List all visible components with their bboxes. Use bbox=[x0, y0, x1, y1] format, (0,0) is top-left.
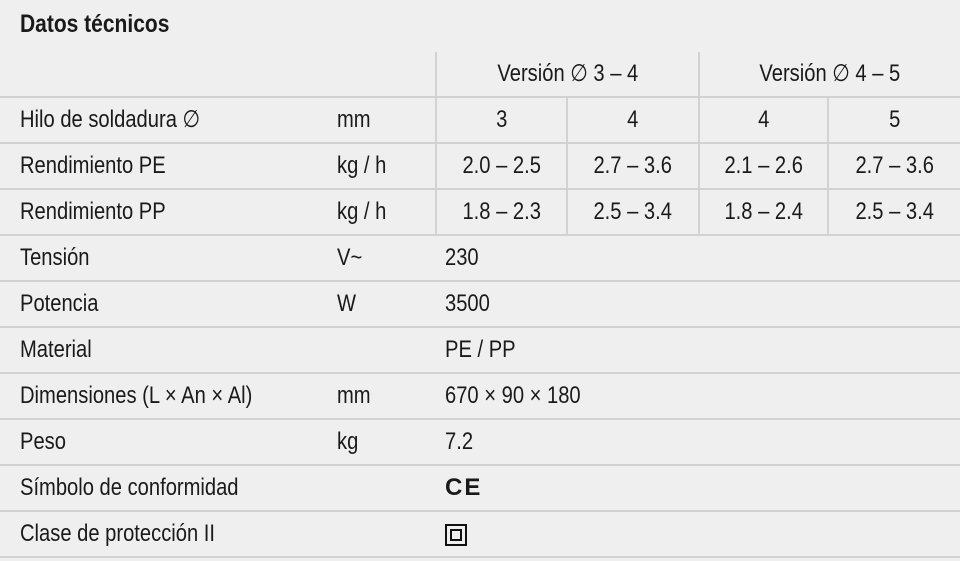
row-label-text: Hilo de soldadura ∅ bbox=[20, 106, 201, 133]
version-3-4-header-text: Versión ∅ 3 – 4 bbox=[497, 60, 638, 87]
row-value: 3 bbox=[435, 98, 566, 142]
table-row: Rendimiento PP kg / h 1.8 – 2.3 2.5 – 3.4 1.… bbox=[0, 190, 960, 236]
row-unit bbox=[337, 512, 435, 556]
row-value-text: 4 bbox=[757, 106, 770, 133]
row-unit bbox=[337, 466, 435, 510]
row-value: 2.7 – 3.6 bbox=[566, 144, 698, 188]
row-label-text: Material bbox=[20, 336, 92, 363]
row-value bbox=[435, 512, 960, 556]
row-unit-text: kg / h bbox=[337, 152, 387, 179]
row-label: Peso bbox=[20, 420, 340, 464]
row-value-text: PE / PP bbox=[445, 336, 516, 363]
row-label: Material bbox=[20, 328, 340, 372]
row-label: Rendimiento PE bbox=[20, 144, 340, 188]
row-value-text: 2.5 – 3.4 bbox=[593, 198, 673, 225]
row-label-text: Clase de protección II bbox=[20, 520, 215, 547]
row-label-text: Rendimiento PP bbox=[20, 198, 166, 225]
table-row: Material PE / PP bbox=[0, 328, 960, 374]
version-3-4-header: Versión ∅ 3 – 4 bbox=[435, 52, 698, 96]
row-value-text: 2.0 – 2.5 bbox=[462, 152, 541, 179]
table-row: Tensión V~ 230 bbox=[0, 236, 960, 282]
table-row: Símbolo de conformidad CE bbox=[0, 466, 960, 512]
row-value-text: 2.1 – 2.6 bbox=[724, 152, 803, 179]
row-value: 2.7 – 3.6 bbox=[827, 144, 960, 188]
row-label: Rendimiento PP bbox=[20, 190, 340, 234]
row-value-text: 2.7 – 3.6 bbox=[593, 152, 673, 179]
table-row: Clase de protección II bbox=[0, 512, 960, 558]
row-value: PE / PP bbox=[435, 328, 960, 372]
row-label: Tensión bbox=[20, 236, 340, 280]
page-title: Datos técnicos bbox=[20, 10, 198, 39]
row-unit: kg / h bbox=[337, 144, 435, 188]
row-label-text: Rendimiento PE bbox=[20, 152, 166, 179]
row-unit: mm bbox=[337, 374, 435, 418]
row-value-text: 670 × 90 × 180 bbox=[445, 382, 581, 409]
row-label: Potencia bbox=[20, 282, 340, 326]
row-value: 1.8 – 2.3 bbox=[435, 190, 566, 234]
row-label-text: Dimensiones (L × An × Al) bbox=[20, 382, 253, 409]
table-row: Hilo de soldadura ∅ mm 3 4 4 5 bbox=[0, 98, 960, 144]
ce-mark-icon: CE bbox=[445, 474, 483, 501]
row-value-text: 3 bbox=[495, 106, 508, 133]
row-label-text: Tensión bbox=[20, 244, 90, 271]
row-value: 2.5 – 3.4 bbox=[827, 190, 960, 234]
row-label: Dimensiones (L × An × Al) bbox=[20, 374, 340, 418]
row-value-text: 230 bbox=[445, 244, 479, 271]
row-value: 2.0 – 2.5 bbox=[435, 144, 566, 188]
row-value-text: 2.5 – 3.4 bbox=[855, 198, 934, 225]
table-row: Peso kg 7.2 bbox=[0, 420, 960, 466]
row-unit-text: mm bbox=[337, 382, 371, 409]
row-value: 2.5 – 3.4 bbox=[566, 190, 698, 234]
row-value: 3500 bbox=[435, 282, 960, 326]
row-unit: mm bbox=[337, 98, 435, 142]
row-value-text: 3500 bbox=[445, 290, 490, 317]
version-4-5-header: Versión ∅ 4 – 5 bbox=[698, 52, 960, 96]
row-value-text: 4 bbox=[627, 106, 639, 133]
row-unit: kg bbox=[337, 420, 435, 464]
row-unit: V~ bbox=[337, 236, 435, 280]
row-value: 230 bbox=[435, 236, 960, 280]
table-row: Rendimiento PE kg / h 2.0 – 2.5 2.7 – 3.6 2.… bbox=[0, 144, 960, 190]
header-row: Versión ∅ 3 – 4 Versión ∅ 4 – 5 bbox=[0, 52, 960, 98]
row-label-text: Símbolo de conformidad bbox=[20, 474, 239, 501]
version-4-5-header-text: Versión ∅ 4 – 5 bbox=[759, 60, 901, 87]
row-unit-text: W bbox=[337, 290, 357, 317]
row-value-text: 5 bbox=[888, 106, 901, 133]
row-value: CE bbox=[435, 466, 960, 510]
row-value-text: 7.2 bbox=[445, 428, 474, 455]
row-unit: kg / h bbox=[337, 190, 435, 234]
row-unit-text: mm bbox=[337, 106, 371, 133]
row-label-text: Peso bbox=[20, 428, 66, 455]
row-value-text: 1.8 – 2.4 bbox=[724, 198, 803, 225]
row-value: 1.8 – 2.4 bbox=[698, 190, 827, 234]
row-value: 2.1 – 2.6 bbox=[698, 144, 827, 188]
row-label-text: Potencia bbox=[20, 290, 99, 317]
row-value-text: 1.8 – 2.3 bbox=[462, 198, 541, 225]
row-label: Clase de protección II bbox=[20, 512, 340, 556]
page-title-text: Datos técnicos bbox=[20, 10, 170, 38]
row-unit: W bbox=[337, 282, 435, 326]
row-value-text: 2.7 – 3.6 bbox=[855, 152, 934, 179]
row-unit bbox=[337, 328, 435, 372]
row-value: 4 bbox=[566, 98, 698, 142]
row-value: 670 × 90 × 180 bbox=[435, 374, 960, 418]
row-label: Símbolo de conformidad bbox=[20, 466, 340, 510]
row-unit-text: V~ bbox=[337, 244, 363, 271]
table-row: Dimensiones (L × An × Al) mm 670 × 90 × 18… bbox=[0, 374, 960, 420]
row-value: 5 bbox=[827, 98, 960, 142]
row-label: Hilo de soldadura ∅ bbox=[20, 98, 340, 142]
row-value: 7.2 bbox=[435, 420, 960, 464]
row-unit-text: kg bbox=[337, 428, 359, 455]
protection-class-ii-icon bbox=[445, 523, 467, 546]
table-row: Potencia W 3500 bbox=[0, 282, 960, 328]
row-value: 4 bbox=[698, 98, 827, 142]
row-unit-text: kg / h bbox=[337, 198, 387, 225]
